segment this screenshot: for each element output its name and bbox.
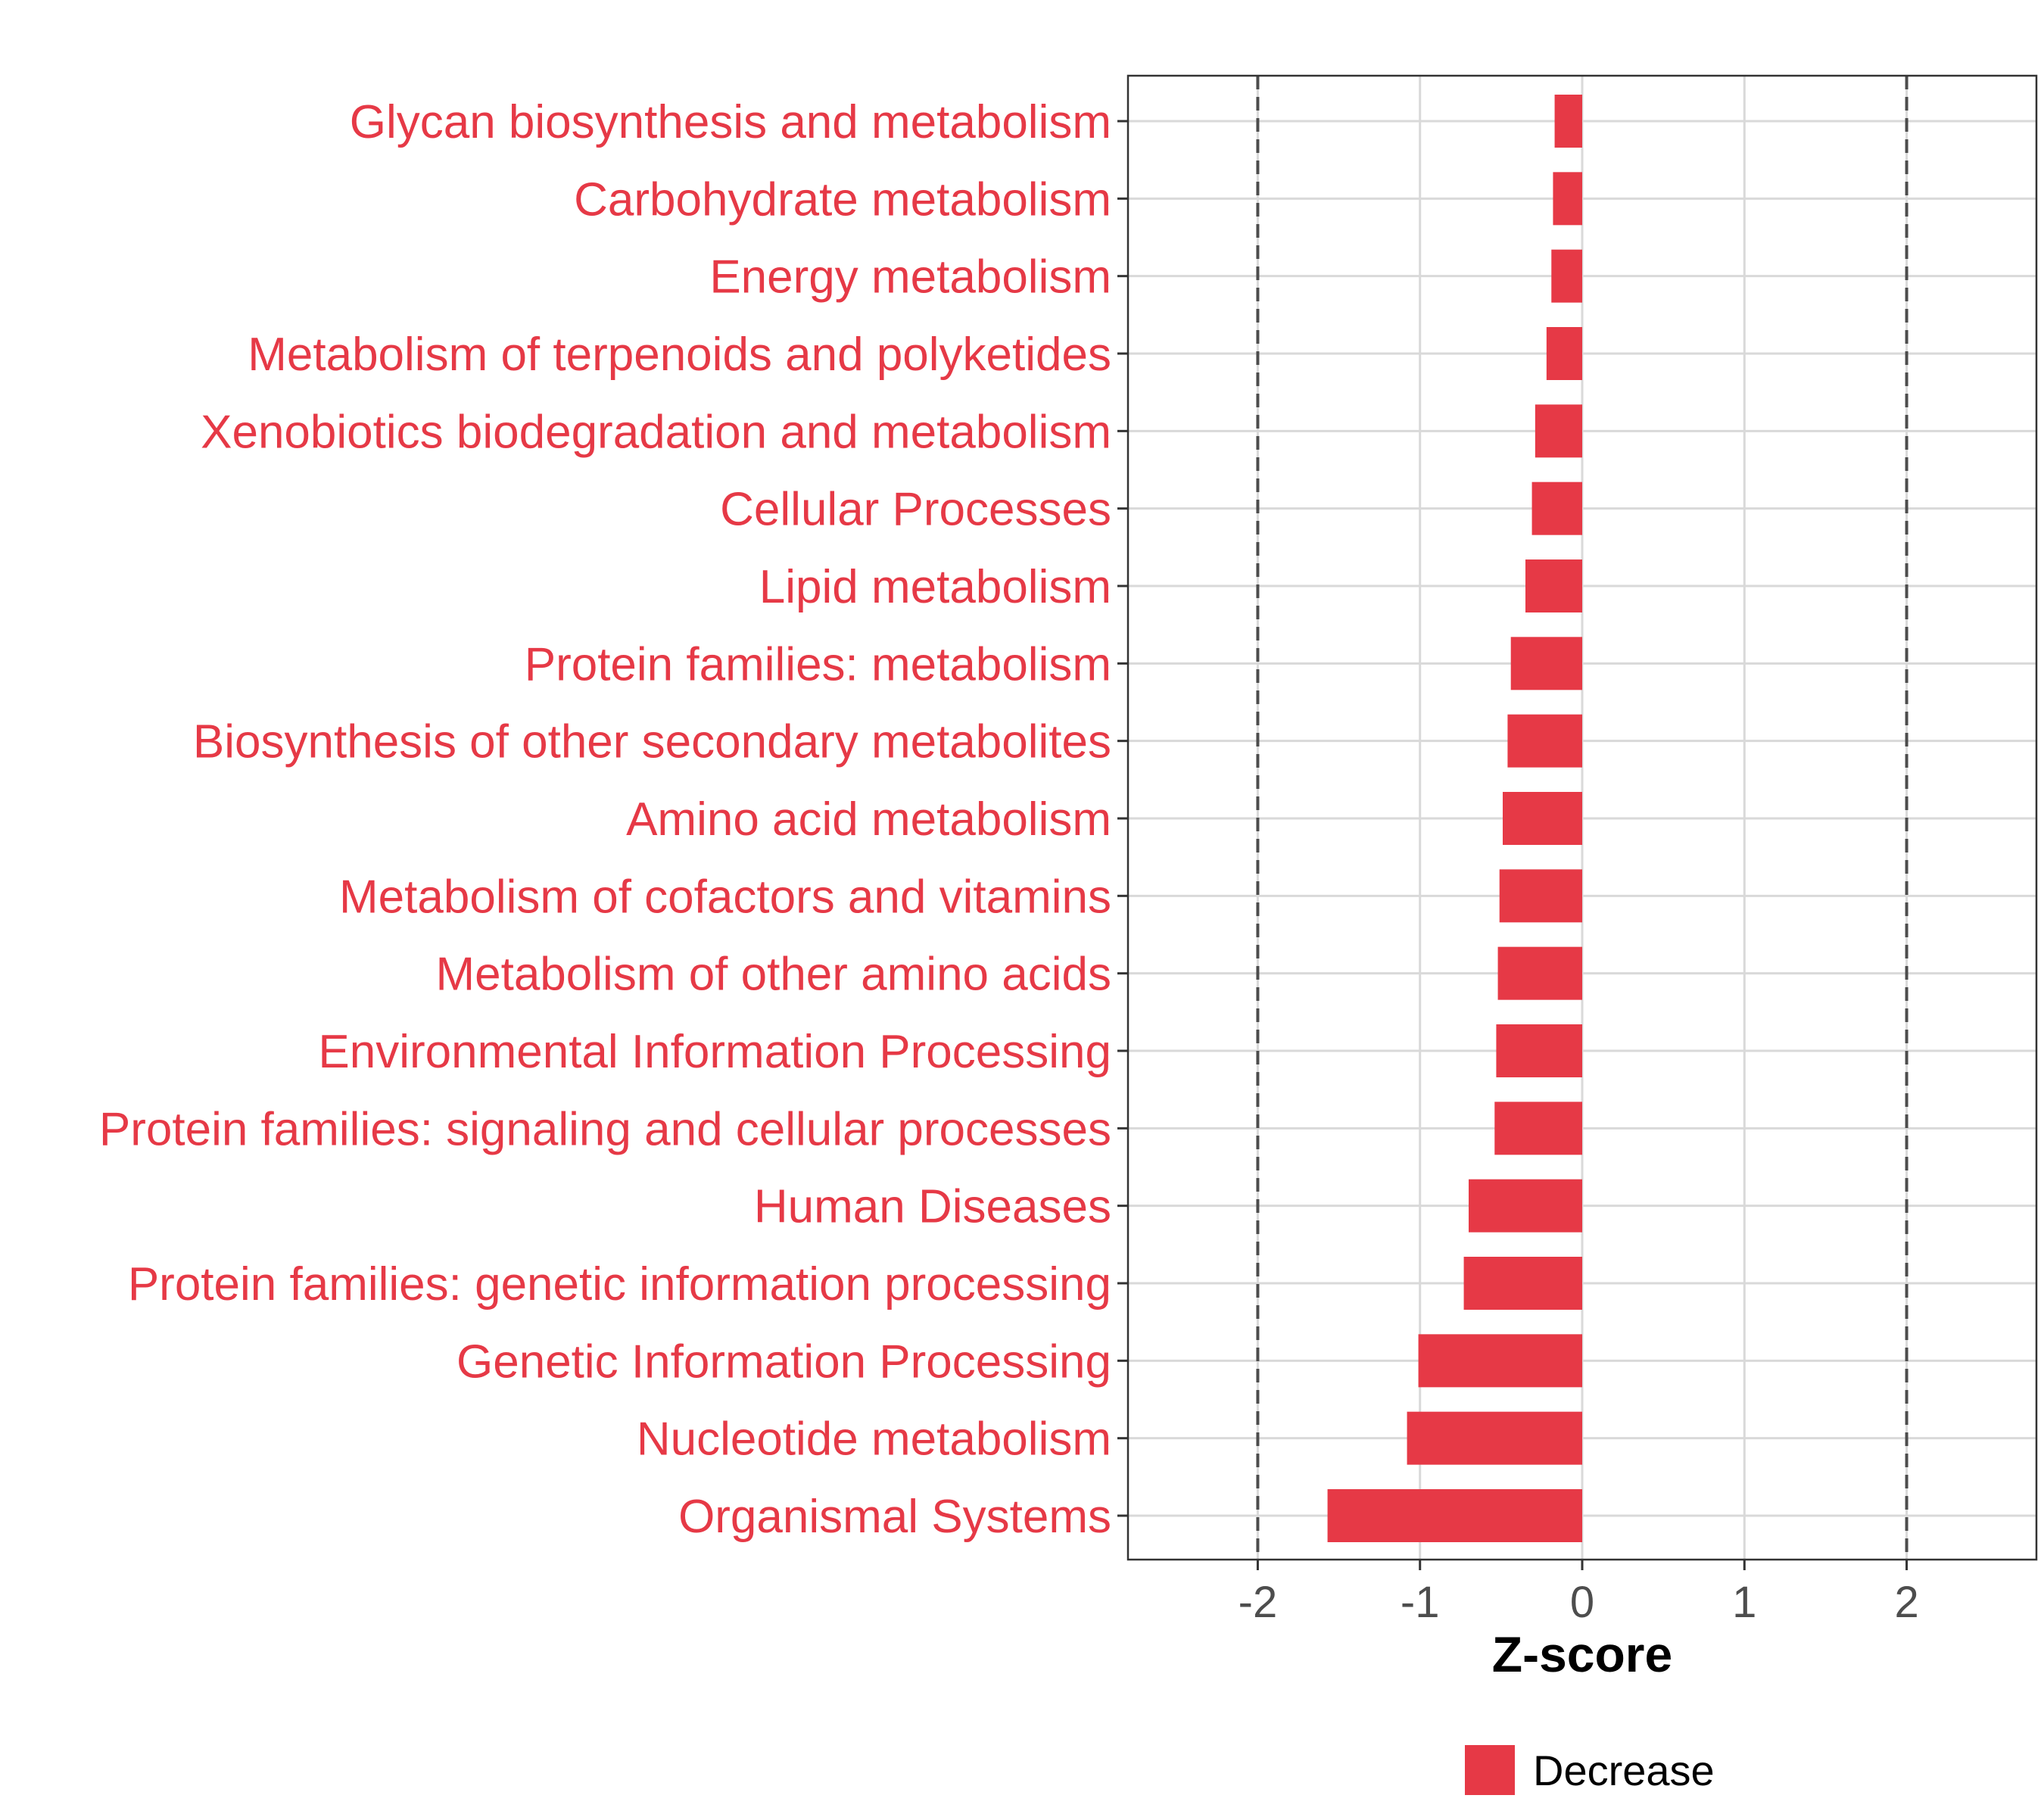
bar xyxy=(1554,95,1582,148)
x-tick-label: -1 xyxy=(1401,1578,1440,1627)
y-axis-ticks xyxy=(1117,120,1128,1517)
y-tick-label: Protein families: metabolism xyxy=(525,638,1111,690)
bar xyxy=(1535,404,1582,458)
y-tick-label: Cellular Processes xyxy=(720,484,1111,536)
x-tick-label: 2 xyxy=(1894,1578,1918,1627)
y-tick-label: Carbohydrate metabolism xyxy=(574,173,1111,226)
y-axis-category-labels: Glycan biosynthesis and metabolism Carboh… xyxy=(99,96,1111,1543)
y-tick-label: Glycan biosynthesis and metabolism xyxy=(350,96,1111,148)
y-tick-label: Lipid metabolism xyxy=(759,561,1111,613)
bar xyxy=(1418,1334,1582,1388)
bar xyxy=(1407,1411,1582,1465)
y-tick-label: Nucleotide metabolism xyxy=(637,1413,1111,1466)
y-tick-label: Metabolism of terpenoids and polyketides xyxy=(248,329,1111,381)
bar xyxy=(1503,792,1582,845)
y-tick-label: Human Diseases xyxy=(754,1181,1111,1233)
y-tick-label: Amino acid metabolism xyxy=(626,793,1111,846)
x-tick-label: 0 xyxy=(1570,1578,1594,1627)
bar xyxy=(1531,482,1582,535)
bar xyxy=(1551,249,1582,303)
bar xyxy=(1553,172,1582,226)
bar xyxy=(1499,869,1582,923)
x-axis-ticks: -2 -1 0 1 2 xyxy=(1239,1560,1919,1627)
bar xyxy=(1463,1257,1582,1310)
y-tick-label: Organismal Systems xyxy=(678,1491,1111,1543)
y-tick-label: Energy metabolism xyxy=(709,251,1111,304)
y-tick-label: Protein families: signaling and cellular… xyxy=(99,1103,1111,1155)
y-tick-label: Metabolism of other amino acids xyxy=(435,949,1111,1001)
legend-key-decrease xyxy=(1465,1745,1515,1795)
reference-lines xyxy=(1256,76,1908,1560)
x-tick-label: 1 xyxy=(1732,1578,1756,1627)
bar xyxy=(1469,1179,1582,1233)
bars xyxy=(1327,95,1582,1542)
bar xyxy=(1546,327,1582,380)
y-tick-label: Biosynthesis of other secondary metaboli… xyxy=(193,716,1111,768)
y-tick-label: Environmental Information Processing xyxy=(318,1026,1111,1078)
y-tick-label: Metabolism of cofactors and vitamins xyxy=(339,871,1111,923)
x-tick-label: -2 xyxy=(1239,1578,1278,1627)
bar xyxy=(1510,637,1582,690)
bar xyxy=(1494,1102,1582,1155)
bar xyxy=(1507,714,1582,768)
bar xyxy=(1525,559,1582,612)
bar xyxy=(1327,1489,1582,1542)
y-tick-label: Xenobiotics biodegradation and metabolis… xyxy=(201,406,1111,458)
y-tick-label: Protein families: genetic information pr… xyxy=(128,1258,1111,1311)
x-axis-title: Z-score xyxy=(1492,1626,1672,1682)
y-tick-label: Genetic Information Processing xyxy=(456,1335,1111,1388)
legend: Decrease xyxy=(1465,1745,1715,1795)
bar xyxy=(1496,1024,1582,1077)
legend-label-decrease: Decrease xyxy=(1533,1747,1715,1794)
bar xyxy=(1497,946,1582,1000)
